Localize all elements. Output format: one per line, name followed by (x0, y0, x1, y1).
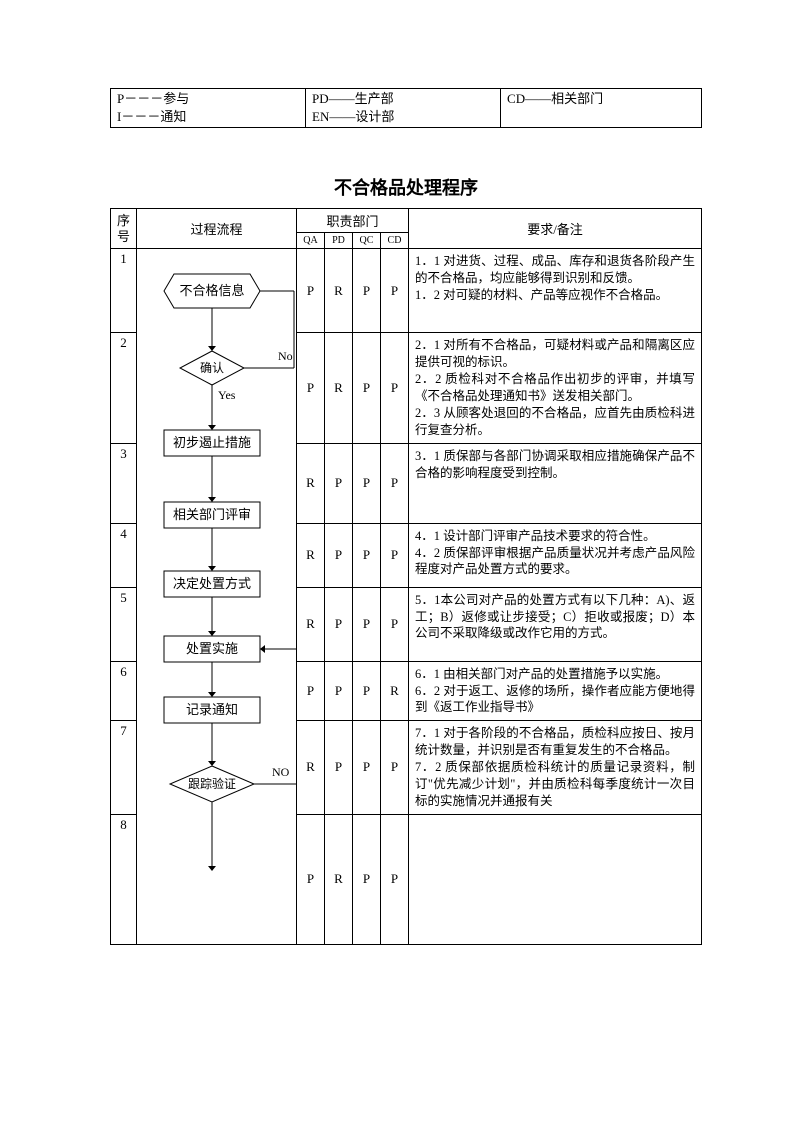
page-title: 不合格品处理程序 (110, 174, 702, 200)
header-dept-group: 职责部门 (297, 209, 409, 233)
svg-text:初步遏止措施: 初步遏止措施 (173, 435, 251, 450)
dept-cell-cd: R (381, 661, 409, 721)
svg-text:记录通知: 记录通知 (186, 702, 238, 717)
header-seq: 序号 (111, 209, 137, 249)
dept-cell-qc: P (353, 587, 381, 661)
legend-cell: PD——生产部 EN——设计部 (306, 89, 501, 128)
svg-text:跟踪验证: 跟踪验证 (188, 776, 236, 791)
svg-text:不合格信息: 不合格信息 (179, 283, 244, 298)
svg-text:确认: 确认 (200, 361, 224, 375)
dept-cell-pd: R (325, 333, 353, 443)
dept-cell-pd: P (325, 661, 353, 721)
dept-cell-cd: P (381, 249, 409, 333)
dept-cell-qa: P (297, 249, 325, 333)
dept-cell-qa: P (297, 661, 325, 721)
seq-cell: 6 (111, 661, 137, 721)
notes-cell (409, 814, 702, 944)
notes-cell: 7．1 对于各阶段的不合格品，质检科应按日、按月统计数量，并识别是否有重复发生的… (409, 721, 702, 814)
legend-cell: P－－－参与 I－－－通知 (111, 89, 306, 128)
seq-cell: 5 (111, 587, 137, 661)
dept-cell-pd: P (325, 587, 353, 661)
seq-cell: 3 (111, 443, 137, 523)
dept-cell-cd: P (381, 523, 409, 587)
dept-cell-qc: P (353, 523, 381, 587)
dept-cell-qc: P (353, 721, 381, 814)
flowchart-svg: No Yes NO 不合格信息确认初步遏止措施相关部门评审决定处置方式处置实施记录通知… (137, 249, 297, 873)
dept-cell-cd: P (381, 333, 409, 443)
legend-text: CD——相关部门 (507, 91, 603, 106)
notes-cell: 6．1 由相关部门对产品的处置措施予以实施。6．2 对于返工、返修的场所，操作者… (409, 661, 702, 721)
notes-cell: 1．1 对进货、过程、成品、库存和退货各阶段产生的不合格品，均应能够得到识别和反… (409, 249, 702, 333)
legend-text: PD——生产部 (312, 91, 394, 106)
seq-cell: 7 (111, 721, 137, 814)
dept-cell-cd: P (381, 587, 409, 661)
dept-cell-qa: R (297, 587, 325, 661)
legend-text: I－－－通知 (117, 109, 186, 124)
dept-cell-pd: R (325, 249, 353, 333)
dept-cell-qc: P (353, 443, 381, 523)
header-qc: QC (353, 233, 381, 249)
header-pd: PD (325, 233, 353, 249)
seq-cell: 8 (111, 814, 137, 944)
notes-cell: 2．1 对所有不合格品，可疑材料或产品和隔离区应提供可视的标识。2．2 质检科对… (409, 333, 702, 443)
notes-cell: 3．1 质保部与各部门协调采取相应措施确保产品不合格的影响程度受到控制。 (409, 443, 702, 523)
flowchart-cell: No Yes NO 不合格信息确认初步遏止措施相关部门评审决定处置方式处置实施记录通知… (137, 249, 297, 944)
legend-cell: CD——相关部门 (501, 89, 702, 128)
svg-text:处置实施: 处置实施 (186, 641, 238, 656)
procedure-table: 序号 过程流程 职责部门 要求/备注 QA PD QC CD 1 No Yes NO 不… (110, 208, 702, 944)
dept-cell-qc: P (353, 661, 381, 721)
svg-text:No: No (278, 349, 293, 363)
dept-cell-qa: R (297, 443, 325, 523)
dept-cell-qc: P (353, 333, 381, 443)
legend-table: P－－－参与 I－－－通知 PD——生产部 EN——设计部 CD——相关部门 (110, 88, 702, 128)
notes-cell: 5．1本公司对产品的处置方式有以下几种：A)、返工；B）返修或让步接受；C）拒收… (409, 587, 702, 661)
header-process: 过程流程 (137, 209, 297, 249)
seq-cell: 2 (111, 333, 137, 443)
dept-cell-qa: R (297, 721, 325, 814)
dept-cell-qa: R (297, 523, 325, 587)
dept-cell-cd: P (381, 814, 409, 944)
seq-cell: 1 (111, 249, 137, 333)
legend-text: EN——设计部 (312, 109, 394, 124)
dept-cell-cd: P (381, 443, 409, 523)
svg-text:NO: NO (272, 765, 290, 779)
dept-cell-pd: P (325, 523, 353, 587)
seq-cell: 4 (111, 523, 137, 587)
notes-cell: 4．1 设计部门评审产品技术要求的符合性。4．2 质保部评审根据产品质量状况并考… (409, 523, 702, 587)
dept-cell-qc: P (353, 814, 381, 944)
dept-cell-pd: P (325, 443, 353, 523)
header-cd: CD (381, 233, 409, 249)
dept-cell-qc: P (353, 249, 381, 333)
dept-cell-pd: R (325, 814, 353, 944)
dept-cell-qa: P (297, 333, 325, 443)
svg-text:Yes: Yes (218, 388, 236, 402)
svg-text:决定处置方式: 决定处置方式 (173, 576, 251, 591)
dept-cell-pd: P (325, 721, 353, 814)
legend-text: P－－－参与 (117, 91, 189, 106)
header-qa: QA (297, 233, 325, 249)
header-notes: 要求/备注 (409, 209, 702, 249)
svg-text:相关部门评审: 相关部门评审 (173, 507, 251, 522)
dept-cell-qa: P (297, 814, 325, 944)
dept-cell-cd: P (381, 721, 409, 814)
